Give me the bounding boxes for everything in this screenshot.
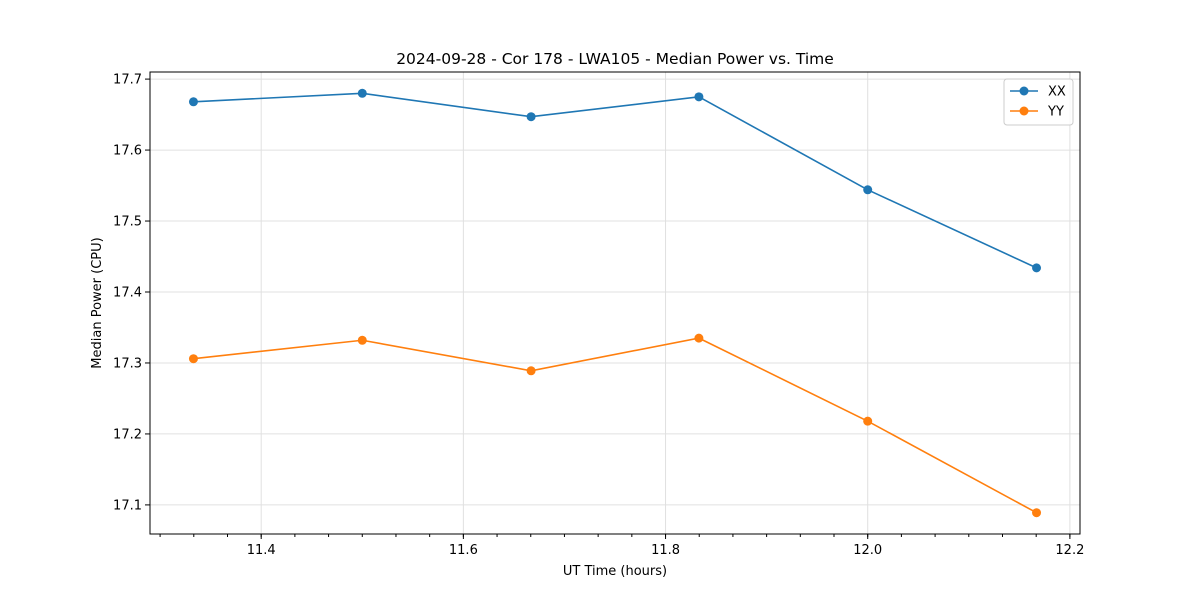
series-group — [188, 88, 1042, 518]
legend-marker — [1019, 86, 1029, 96]
chart-title: 2024-09-28 - Cor 178 - LWA105 - Median P… — [396, 50, 834, 68]
y-tick-label: 17.3 — [113, 356, 142, 371]
y-tick-label: 17.7 — [113, 73, 142, 88]
legend-marker — [1019, 106, 1029, 116]
y-tick-label: 17.1 — [113, 498, 142, 513]
legend: XX YY — [1003, 78, 1074, 126]
x-tick-label: 12.0 — [853, 543, 882, 558]
data-point — [863, 185, 873, 195]
x-tick-label: 11.4 — [247, 543, 276, 558]
data-point — [526, 366, 536, 376]
grid — [150, 72, 1080, 534]
y-tick-label: 17.4 — [113, 286, 142, 301]
data-point — [188, 354, 198, 364]
data-point — [357, 88, 367, 98]
data-point — [1032, 263, 1042, 273]
x-tick-label: 12.2 — [1055, 543, 1084, 558]
data-point — [694, 333, 704, 343]
plot-frame — [149, 71, 1081, 535]
x-tick-label: 11.8 — [651, 543, 680, 558]
data-point — [188, 97, 198, 107]
y-axis-label: Median Power (CPU) — [90, 237, 105, 368]
series-yy — [188, 333, 1042, 518]
legend-label: XX — [1048, 85, 1066, 100]
y-tick-label: 17.6 — [113, 144, 142, 159]
x-tick-label: 11.6 — [449, 543, 478, 558]
series-xx — [188, 88, 1042, 273]
data-point — [694, 92, 704, 102]
x-axis-label: UT Time (hours) — [563, 564, 667, 579]
y-tick-label: 17.2 — [113, 427, 142, 442]
series-line — [193, 337, 1037, 514]
data-point — [863, 416, 873, 426]
data-point — [1032, 508, 1042, 518]
data-point — [526, 112, 536, 122]
series-line — [193, 92, 1037, 269]
y-tick-label: 17.5 — [113, 215, 142, 230]
legend-label: YY — [1047, 105, 1064, 120]
ticks: 11.4 11.6 11.8 12.0 12.2 17.1 17.2 17.3 17.4 17.5… — [113, 73, 1084, 558]
data-point — [357, 335, 367, 345]
